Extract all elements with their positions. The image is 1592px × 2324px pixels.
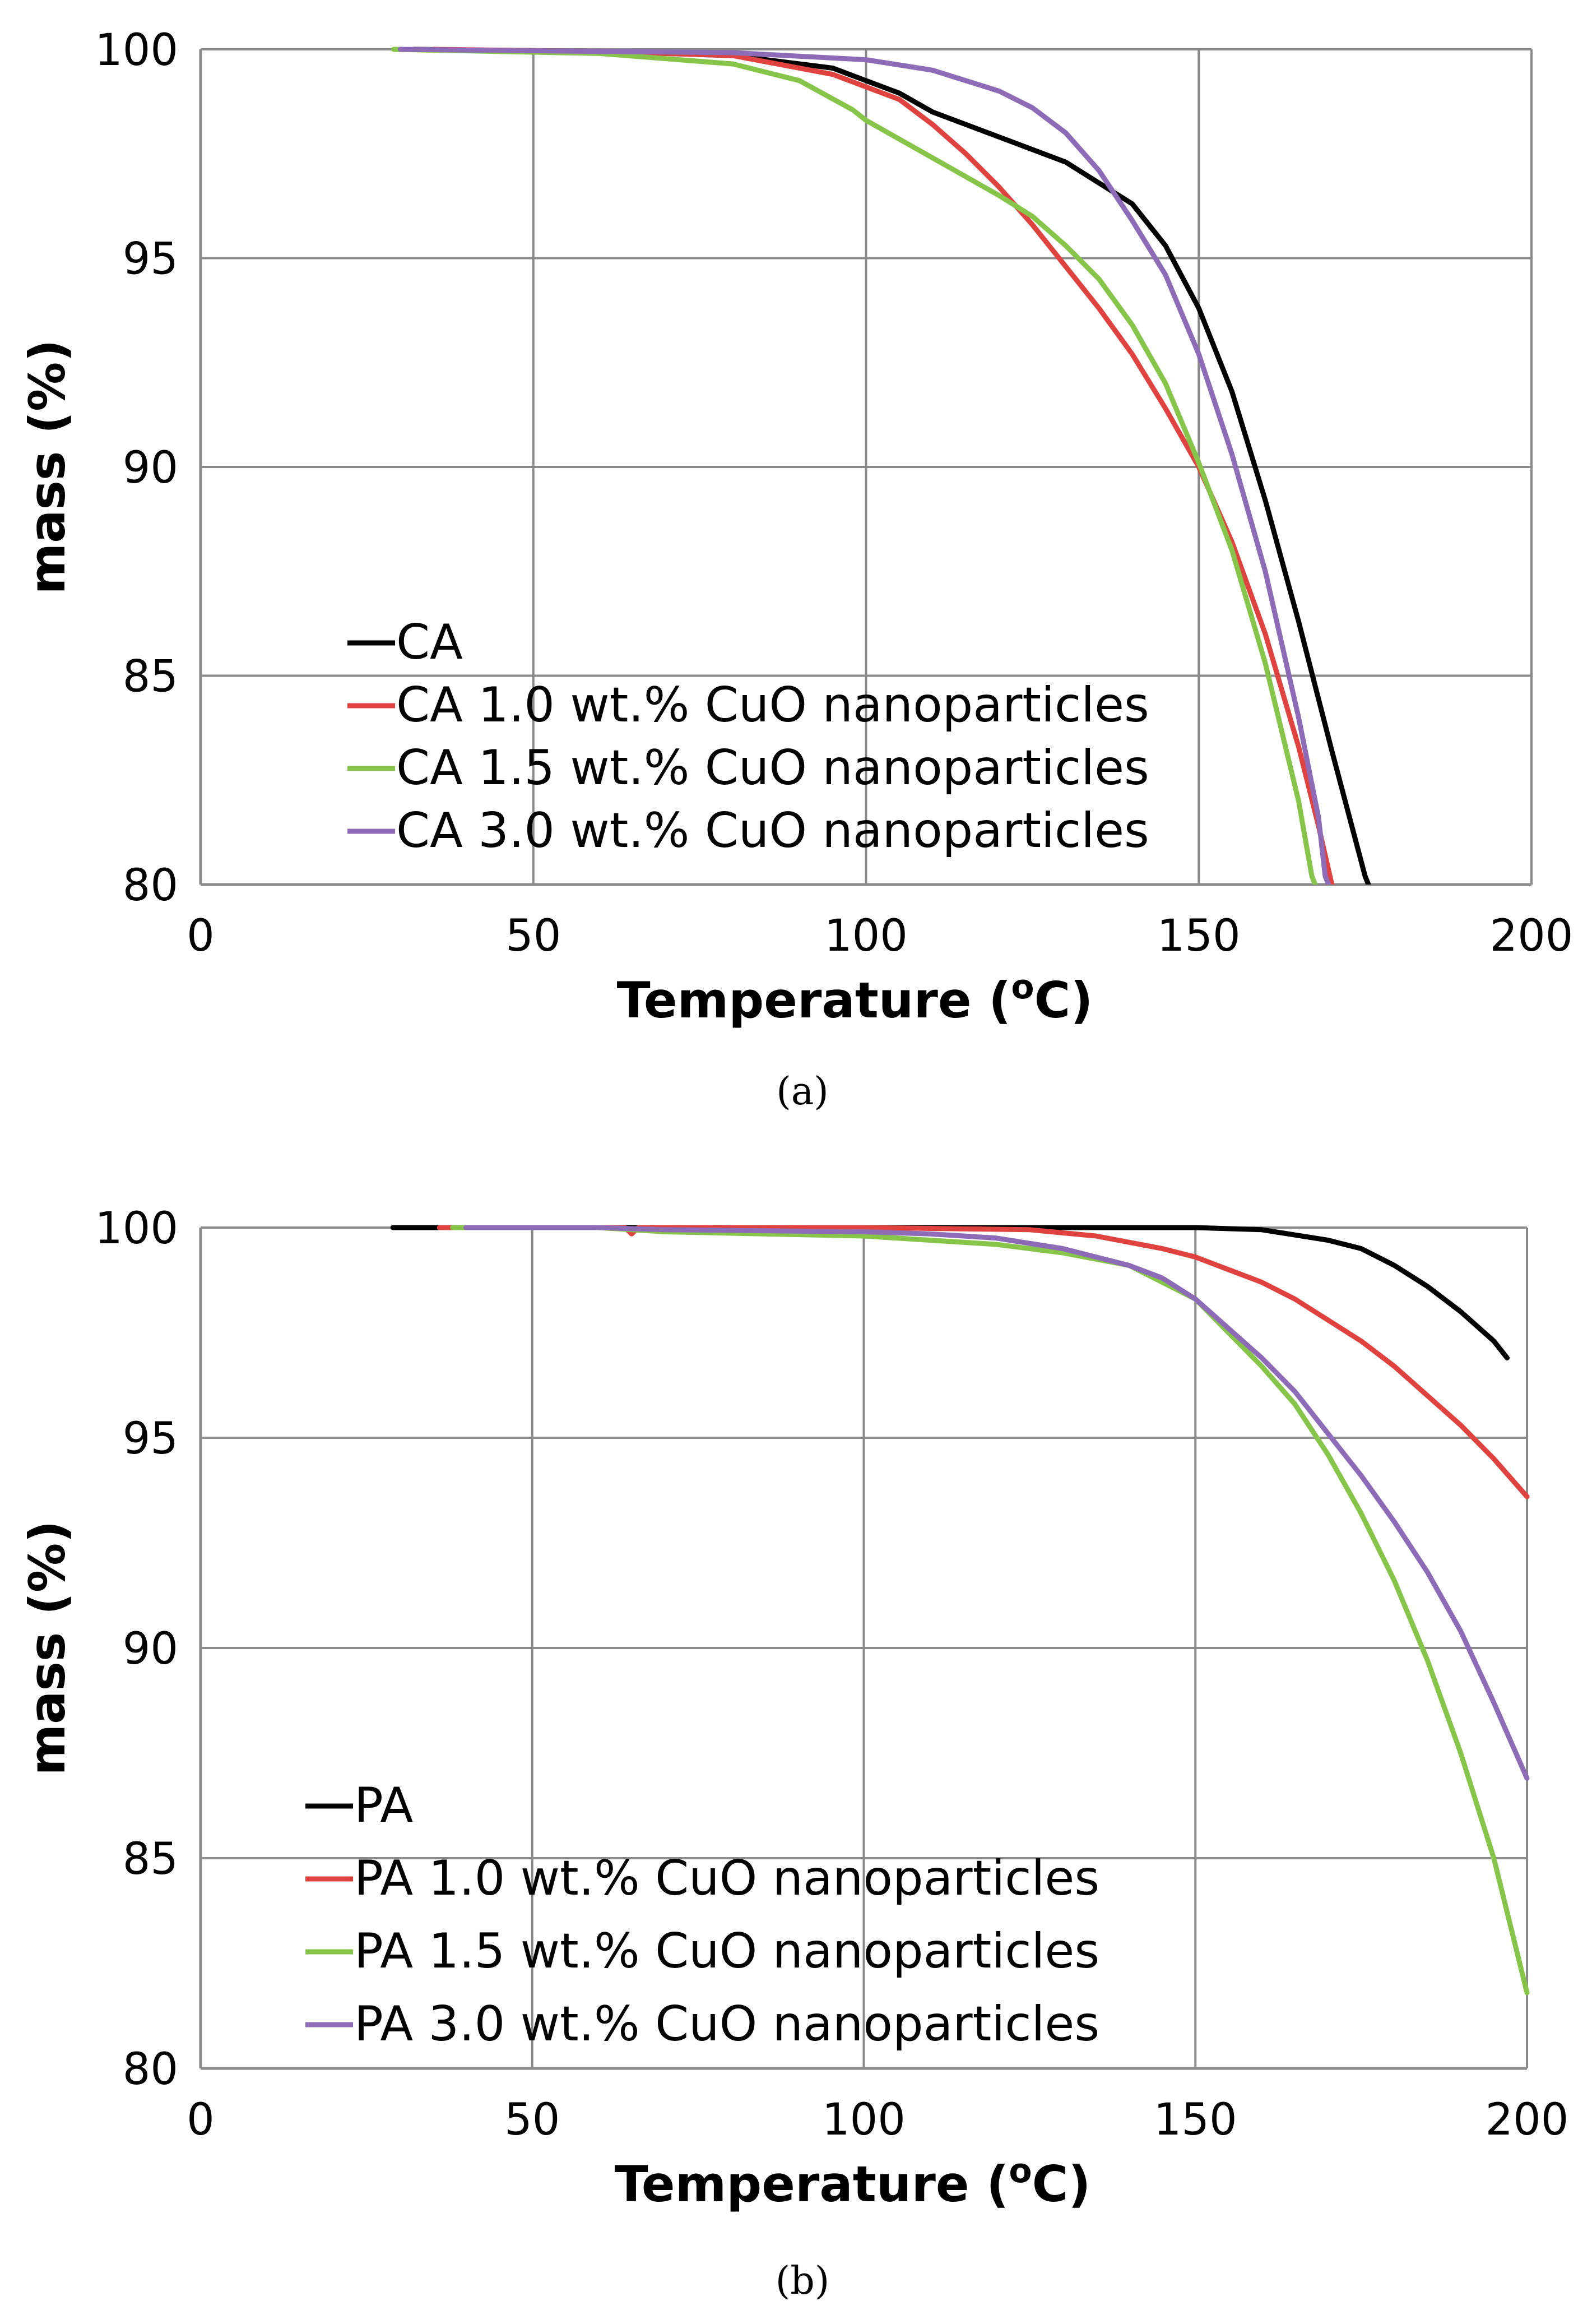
series-line-3 [397, 47, 1331, 885]
legend-label: CA 1.0 wt.% CuO nanoparticles [396, 677, 1149, 733]
legend-label: CA 1.5 wt.% CuO nanoparticles [396, 740, 1149, 796]
y-tick-label: 90 [123, 1624, 178, 1674]
x-tick-label: 150 [1154, 2095, 1237, 2145]
series-line-0 [390, 1225, 1510, 1360]
x-axis-title-superscript: o [1011, 967, 1034, 1007]
series-line-0 [411, 47, 1371, 885]
x-axis-title-text: Temperature ( [615, 2155, 1009, 2213]
x-axis-title: Temperature (oC) [617, 967, 1093, 1029]
y-tick-label: 100 [95, 25, 178, 76]
legend-label: PA [354, 1777, 413, 1834]
x-axis-title-unit: C) [1034, 971, 1093, 1029]
y-tick-label: 100 [95, 1203, 178, 1254]
x-axis-title-unit: C) [1032, 2155, 1091, 2213]
chart-panel-a: 0 50 100 150 200 80 85 90 95 100 Temperature (oC) m… [18, 25, 1573, 1114]
x-tick-label: 150 [1157, 911, 1241, 961]
legend-label: PA 1.0 wt.% CuO nanoparticles [354, 1850, 1099, 1906]
chart-panel-b: 0 50 100 150 200 80 85 90 95 100 Temperature (oC) m… [18, 1203, 1568, 2303]
panel-caption: (b) [776, 2259, 830, 2303]
series-line-2 [391, 47, 1318, 885]
legend-label: CA 3.0 wt.% CuO nanoparticles [396, 803, 1149, 859]
x-tick-label: 0 [187, 2095, 215, 2145]
y-axis-title: mass (%) [18, 1520, 76, 1775]
x-tick-label: 100 [824, 911, 908, 961]
legend-label: PA 3.0 wt.% CuO nanoparticles [354, 1996, 1099, 2052]
legend-label: CA [396, 614, 463, 670]
x-tick-label: 50 [504, 2095, 560, 2145]
y-tick-label: 85 [123, 652, 178, 702]
x-tick-label: 200 [1486, 2095, 1569, 2145]
series-line-1 [437, 1225, 1530, 1499]
y-tick-label: 95 [123, 234, 178, 285]
y-tick-label: 80 [123, 2044, 178, 2095]
y-tick-label: 90 [123, 443, 178, 493]
panel-caption: (a) [776, 1070, 829, 1114]
x-axis-title-superscript: o [1009, 2151, 1032, 2191]
legend-label: PA 1.5 wt.% CuO nanoparticles [354, 1923, 1099, 1979]
series-line-1 [431, 47, 1335, 885]
x-tick-label: 100 [822, 2095, 906, 2145]
y-axis-title: mass (%) [18, 339, 76, 594]
x-axis-title: Temperature (oC) [615, 2151, 1091, 2213]
x-tick-label: 50 [505, 911, 561, 961]
y-tick-label: 95 [123, 1414, 178, 1464]
x-tick-label: 200 [1490, 911, 1574, 961]
x-axis-title-text: Temperature ( [617, 971, 1011, 1029]
x-tick-label: 0 [187, 911, 215, 961]
series-line-3 [463, 1225, 1530, 1781]
y-tick-label: 80 [123, 860, 178, 911]
y-tick-label: 85 [123, 1834, 178, 1885]
